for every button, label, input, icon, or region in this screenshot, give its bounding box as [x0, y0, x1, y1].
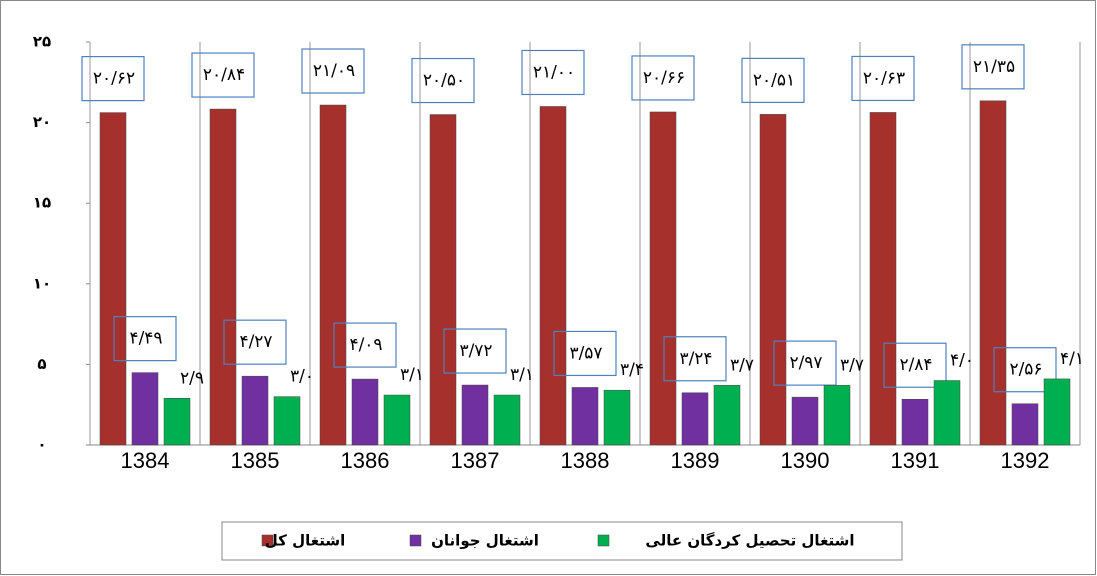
value-label-box: [301, 48, 365, 94]
value-label: ۳/۷: [840, 355, 864, 375]
bar: [99, 112, 127, 446]
value-label-box: [993, 347, 1057, 393]
x-tick-label: 1385: [231, 448, 280, 473]
value-label-box: [773, 340, 837, 386]
bar: [979, 100, 1007, 446]
value-label-box: [443, 328, 507, 374]
value-label-box: [553, 330, 617, 377]
bar: [1043, 378, 1071, 446]
value-label: ۳/۲۴: [679, 349, 712, 369]
bar: [603, 389, 631, 446]
value-label: ۲۰/۸۴: [203, 65, 245, 85]
bar: [351, 378, 379, 446]
bar: [273, 396, 301, 446]
value-label: ۲۰/۵۰: [423, 71, 465, 91]
value-label: ۳/۷: [730, 355, 754, 375]
bar: [933, 380, 961, 446]
value-label-box: [663, 336, 727, 382]
value-label: ۴/۴۹: [129, 329, 162, 349]
bar: [319, 104, 347, 446]
value-label: ۲۱/۳۵: [973, 57, 1015, 77]
value-label: ۲۰/۵۱: [753, 70, 795, 90]
legend-swatch: [597, 534, 610, 547]
value-label: ۲۰/۶۳: [863, 68, 905, 88]
bar: [713, 385, 741, 446]
bar: [429, 114, 457, 446]
legend-label: اشتغال جوانان: [431, 532, 539, 550]
bar: [571, 387, 599, 446]
value-label-box: [883, 342, 947, 388]
value-label: ۲۱/۰۹: [313, 61, 355, 81]
bar: [209, 108, 237, 446]
legend-swatch: [409, 534, 422, 547]
value-label-box: [521, 49, 585, 96]
legend-box: [221, 521, 903, 561]
bar: [131, 372, 159, 446]
value-label-box: [223, 319, 287, 365]
value-label: ۴/۲۷: [239, 332, 272, 352]
value-label: ۴/۰: [950, 351, 974, 371]
value-label: ۲/۹۷: [789, 353, 822, 373]
x-tick-label: 1388: [561, 448, 610, 473]
y-tick-label: ۰: [37, 436, 46, 454]
bar: [461, 384, 489, 446]
value-label: ۳/۷۲: [459, 341, 492, 361]
value-label-box: [333, 322, 397, 368]
value-label-box: [741, 57, 805, 103]
value-label: ۳/۵۷: [569, 343, 602, 363]
value-label-box: [851, 55, 915, 102]
legend-label: اشتغال تحصیل کردگان عالی: [645, 532, 854, 550]
y-tick-label: ۱۰: [33, 274, 51, 292]
value-label: ۲۰/۶۲: [93, 69, 135, 89]
x-tick-label: 1387: [451, 448, 500, 473]
bar: [383, 394, 411, 446]
bar: [901, 398, 929, 446]
value-label-box: [81, 56, 145, 102]
bar: [649, 111, 677, 446]
value-label: ۳/۰: [290, 367, 314, 387]
x-tick-label: 1384: [121, 448, 170, 473]
x-tick-label: 1391: [891, 448, 940, 473]
y-tick-label: ۱۵: [33, 194, 51, 212]
value-label: ۲/۹: [180, 368, 204, 388]
bar: [791, 396, 819, 446]
y-tick-label: ۲۵: [33, 33, 51, 51]
bar: [241, 375, 269, 446]
x-tick-label: 1392: [1001, 448, 1050, 473]
legend-swatch: [261, 534, 274, 547]
value-label-box: [411, 57, 475, 104]
value-label: ۲/۵۶: [1009, 360, 1042, 380]
bar: [163, 398, 191, 446]
bar: [539, 106, 567, 446]
y-tick-label: ۵: [37, 355, 46, 373]
x-tick-label: 1390: [781, 448, 830, 473]
value-label-box: [191, 52, 255, 98]
x-tick-label: 1386: [341, 448, 390, 473]
bar: [493, 394, 521, 446]
x-tick-label: 1389: [671, 448, 720, 473]
bar: [759, 114, 787, 446]
value-label-box: [631, 55, 695, 101]
bar: [681, 392, 709, 446]
value-label-box: [961, 44, 1025, 90]
value-label: ۳/۴: [620, 360, 644, 380]
legend-label: اشتغال کل: [265, 532, 345, 550]
bar: [1011, 403, 1039, 446]
value-label-box: [113, 316, 177, 362]
bar: [823, 385, 851, 446]
value-label: ۴/۱: [1060, 349, 1084, 369]
value-label: ۳/۱: [400, 365, 424, 385]
value-label: ۳/۱: [510, 365, 534, 385]
value-label: ۲۰/۶۶: [643, 68, 685, 88]
value-label: ۴/۰۹: [349, 335, 382, 355]
value-label: ۲/۸۴: [899, 355, 932, 375]
bar: [869, 112, 897, 446]
value-label: ۲۱/۰۰: [533, 62, 575, 82]
y-tick-label: ۲۰: [33, 113, 51, 131]
